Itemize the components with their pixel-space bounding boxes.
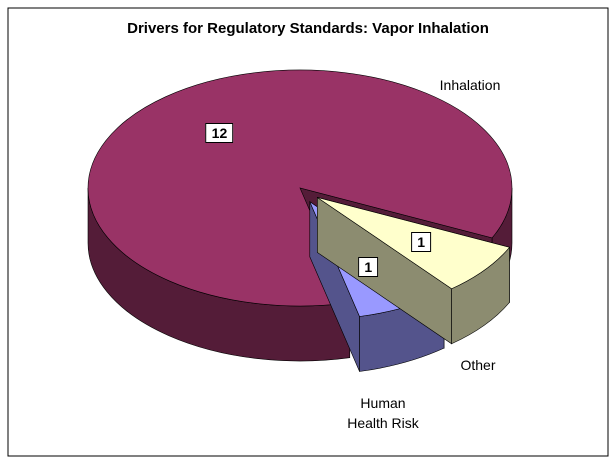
category-label: Human Health Risk: [347, 395, 419, 431]
chart-title: Drivers for Regulatory Standards: Vapor …: [127, 20, 489, 37]
value-label: 1: [411, 232, 432, 253]
value-label: 12: [205, 123, 234, 144]
category-label: Inhalation: [439, 77, 501, 93]
slice: [87, 69, 513, 307]
category-label: Other: [460, 357, 496, 373]
value-label: 1: [358, 257, 379, 278]
